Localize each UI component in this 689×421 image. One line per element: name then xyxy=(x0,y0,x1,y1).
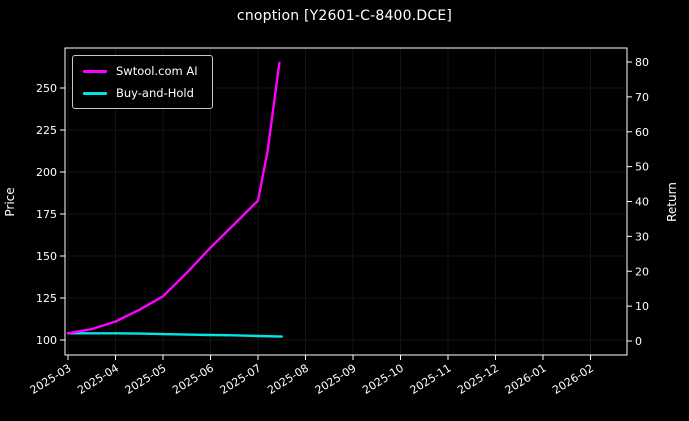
y-axis-left-ticks: 100 125 150 175 200 225 250 xyxy=(36,82,65,347)
svg-text:2025-05: 2025-05 xyxy=(123,362,169,397)
svg-text:225: 225 xyxy=(36,124,57,137)
svg-text:2025-09: 2025-09 xyxy=(313,362,359,397)
legend-label: Swtool.com AI xyxy=(116,64,198,78)
svg-text:0: 0 xyxy=(635,335,642,348)
chart-title: cnoption [Y2601-C-8400.DCE] xyxy=(236,8,453,24)
legend: Swtool.com AI Buy-and-Hold xyxy=(72,55,213,109)
legend-label: Buy-and-Hold xyxy=(116,86,194,100)
legend-line-swatch xyxy=(83,91,107,95)
svg-text:60: 60 xyxy=(635,126,649,139)
svg-text:50: 50 xyxy=(635,161,649,174)
svg-text:80: 80 xyxy=(635,56,649,69)
svg-text:20: 20 xyxy=(635,265,649,278)
svg-text:150: 150 xyxy=(36,250,57,263)
svg-text:2025-10: 2025-10 xyxy=(360,362,406,397)
svg-text:250: 250 xyxy=(36,82,57,95)
svg-text:100: 100 xyxy=(36,334,57,347)
svg-text:2025-12: 2025-12 xyxy=(455,362,501,397)
svg-text:40: 40 xyxy=(635,196,649,209)
svg-text:2026-01: 2026-01 xyxy=(503,362,549,397)
series-lines xyxy=(66,61,283,338)
svg-text:70: 70 xyxy=(635,91,649,104)
svg-text:2025-11: 2025-11 xyxy=(408,362,454,397)
svg-text:30: 30 xyxy=(635,230,649,243)
x-axis-ticks: 2025-03 2025-04 2025-05 2025-06 2025-07 2025-… xyxy=(28,355,596,397)
svg-text:2025-08: 2025-08 xyxy=(265,362,311,397)
svg-text:2025-04: 2025-04 xyxy=(75,362,121,397)
svg-text:2025-03: 2025-03 xyxy=(28,362,74,397)
legend-item-swtool: Swtool.com AI xyxy=(83,64,198,78)
svg-text:175: 175 xyxy=(36,208,57,221)
svg-text:200: 200 xyxy=(36,166,57,179)
y-axis-right-ticks: 0 10 20 30 40 50 60 70 80 xyxy=(627,56,649,348)
legend-item-buy-and-hold: Buy-and-Hold xyxy=(83,86,198,100)
svg-text:2025-07: 2025-07 xyxy=(218,362,264,397)
y-axis-left-label: Price xyxy=(3,187,17,216)
svg-text:2025-06: 2025-06 xyxy=(170,362,216,397)
svg-text:2026-02: 2026-02 xyxy=(550,362,596,397)
y-axis-right-label: Return xyxy=(665,182,679,222)
legend-line-swatch xyxy=(83,69,107,73)
svg-text:10: 10 xyxy=(635,300,649,313)
svg-text:125: 125 xyxy=(36,292,57,305)
